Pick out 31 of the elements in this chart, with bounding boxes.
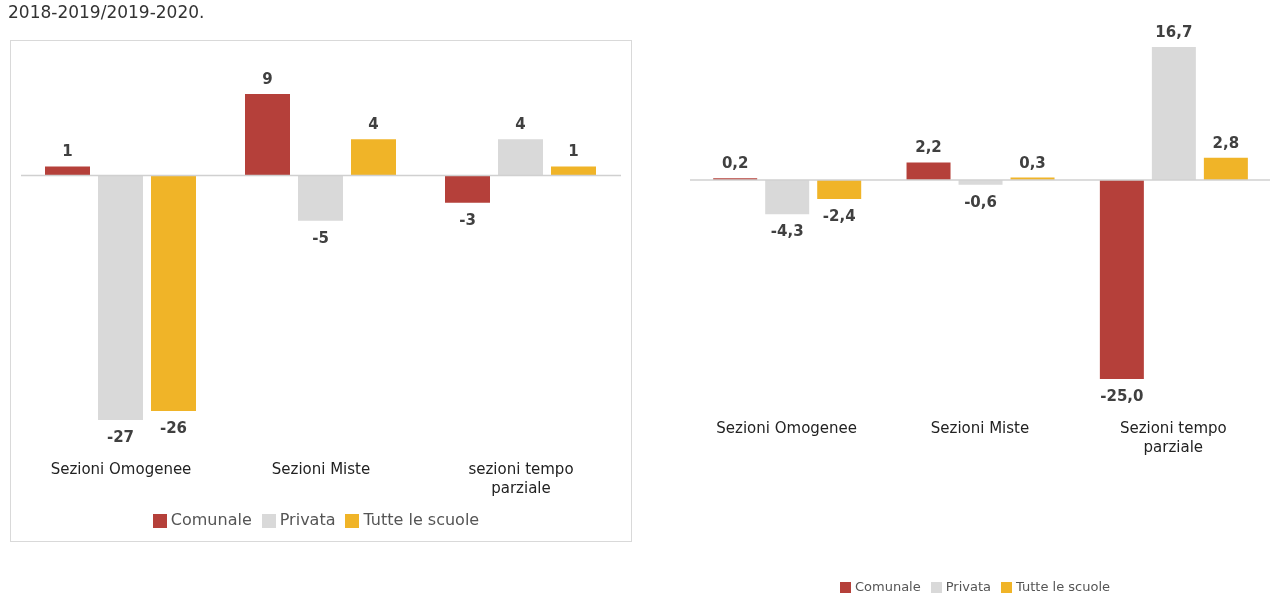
text: 2018-2019/2019-2020. [8, 2, 205, 22]
legend-label: Privata [279, 510, 336, 529]
data-label: -4,3 [770, 222, 804, 241]
data-label: 2,2 [915, 138, 942, 157]
data-label: 16,7 [1155, 23, 1193, 41]
data-label: 2,8 [1212, 133, 1240, 152]
legend-label: Comunale [854, 579, 921, 594]
x-tick-label: Sezioni Miste [930, 419, 1030, 437]
data-label: -26 [159, 418, 188, 437]
x-tick-label: Sezioni tempo parziale [1119, 419, 1227, 456]
data-label: -27 [106, 428, 135, 446]
data-label: 1 [568, 142, 579, 161]
x-tick-label: Sezioni Omogenee [50, 460, 192, 478]
x-tick-label: Sezioni Miste [271, 460, 371, 478]
data-label: 4 [368, 115, 379, 134]
data-label: -0,6 [964, 192, 997, 211]
data-label: 9 [262, 70, 273, 88]
legend-label: Tutte le scuole [1016, 579, 1111, 594]
data-label: -25,0 [1100, 387, 1144, 405]
legend-label: Tutte le scuole [363, 510, 480, 529]
x-tick-label: sezioni tempo parziale [468, 460, 574, 497]
data-label: 1 [62, 142, 73, 161]
data-label: -3 [459, 210, 476, 229]
data-label: -2,4 [822, 207, 856, 226]
data-label: 0,2 [721, 154, 749, 173]
legend-label: Privata [945, 579, 992, 594]
legend-label: Comunale [170, 510, 252, 529]
data-label: 0,3 [1019, 153, 1046, 172]
data-label: -5 [312, 228, 329, 247]
data-label: 4 [515, 115, 526, 134]
x-tick-label: Sezioni Omogenee [716, 419, 858, 437]
